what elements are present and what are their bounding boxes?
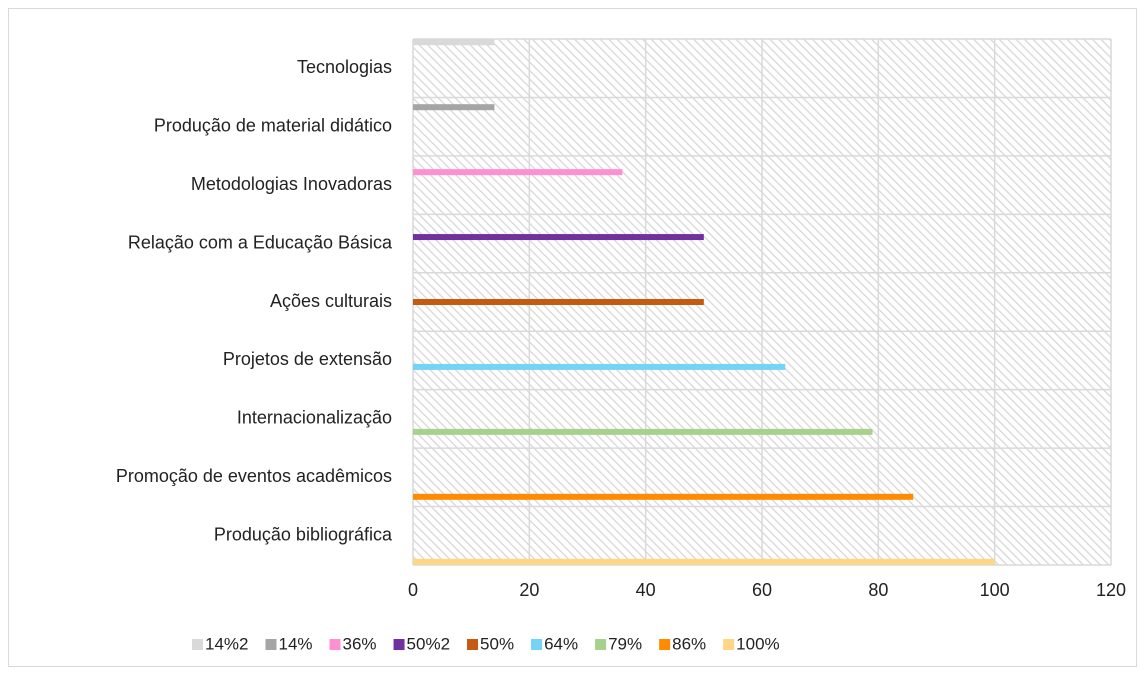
bar xyxy=(413,363,786,370)
legend-label: 14%2 xyxy=(205,634,248,653)
y-tick-label: Internacionalização xyxy=(237,408,392,428)
legend-label: 14% xyxy=(278,634,312,653)
legend-label: 50% xyxy=(480,634,514,653)
y-tick-label: Tecnologias xyxy=(297,57,392,77)
x-tick-label: 40 xyxy=(636,580,656,600)
x-tick-label: 80 xyxy=(868,580,888,600)
bar xyxy=(413,428,873,435)
x-tick-label: 120 xyxy=(1096,580,1126,600)
legend-swatch xyxy=(595,639,607,650)
legend-swatch xyxy=(723,639,735,650)
y-tick-label: Ações culturais xyxy=(270,291,392,311)
legend-label: 64% xyxy=(544,634,578,653)
bar xyxy=(413,104,495,111)
legend-label: 79% xyxy=(608,634,642,653)
x-tick-label: 0 xyxy=(408,580,418,600)
y-tick-label: Metodologias Inovadoras xyxy=(191,174,392,194)
bar xyxy=(413,169,623,176)
bar xyxy=(413,493,914,500)
legend-label: 100% xyxy=(736,634,779,653)
bar xyxy=(413,39,495,46)
bar xyxy=(413,558,995,565)
legend: 14%2 14% 36% 50%2 50% 64% 79% 86% 100% xyxy=(192,634,780,653)
legend-swatch xyxy=(659,639,671,650)
y-tick-label: Projetos de extensão xyxy=(223,349,392,369)
legend-label: 86% xyxy=(672,634,706,653)
y-tick-label: Relação com a Educação Básica xyxy=(128,232,393,252)
x-tick-label: 20 xyxy=(519,580,539,600)
legend-swatch xyxy=(265,639,277,650)
x-tick-label: 100 xyxy=(980,580,1010,600)
legend-swatch xyxy=(192,639,203,650)
legend-swatch xyxy=(329,639,341,650)
bar xyxy=(413,234,704,241)
bar xyxy=(413,299,704,305)
y-tick-label: Produção de material didático xyxy=(154,115,392,135)
y-tick-label: Produção bibliográfica xyxy=(214,525,393,545)
legend-swatch xyxy=(467,639,479,650)
legend-swatch xyxy=(531,639,543,650)
legend-label: 36% xyxy=(343,634,377,653)
legend-label: 50%2 xyxy=(407,634,450,653)
x-tick-label: 60 xyxy=(752,580,772,600)
y-tick-label: Promoção de eventos acadêmicos xyxy=(116,466,392,486)
legend-swatch xyxy=(393,639,405,650)
